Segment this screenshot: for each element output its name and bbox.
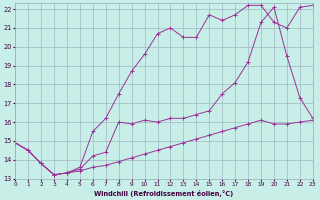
X-axis label: Windchill (Refroidissement éolien,°C): Windchill (Refroidissement éolien,°C) [94,190,234,197]
